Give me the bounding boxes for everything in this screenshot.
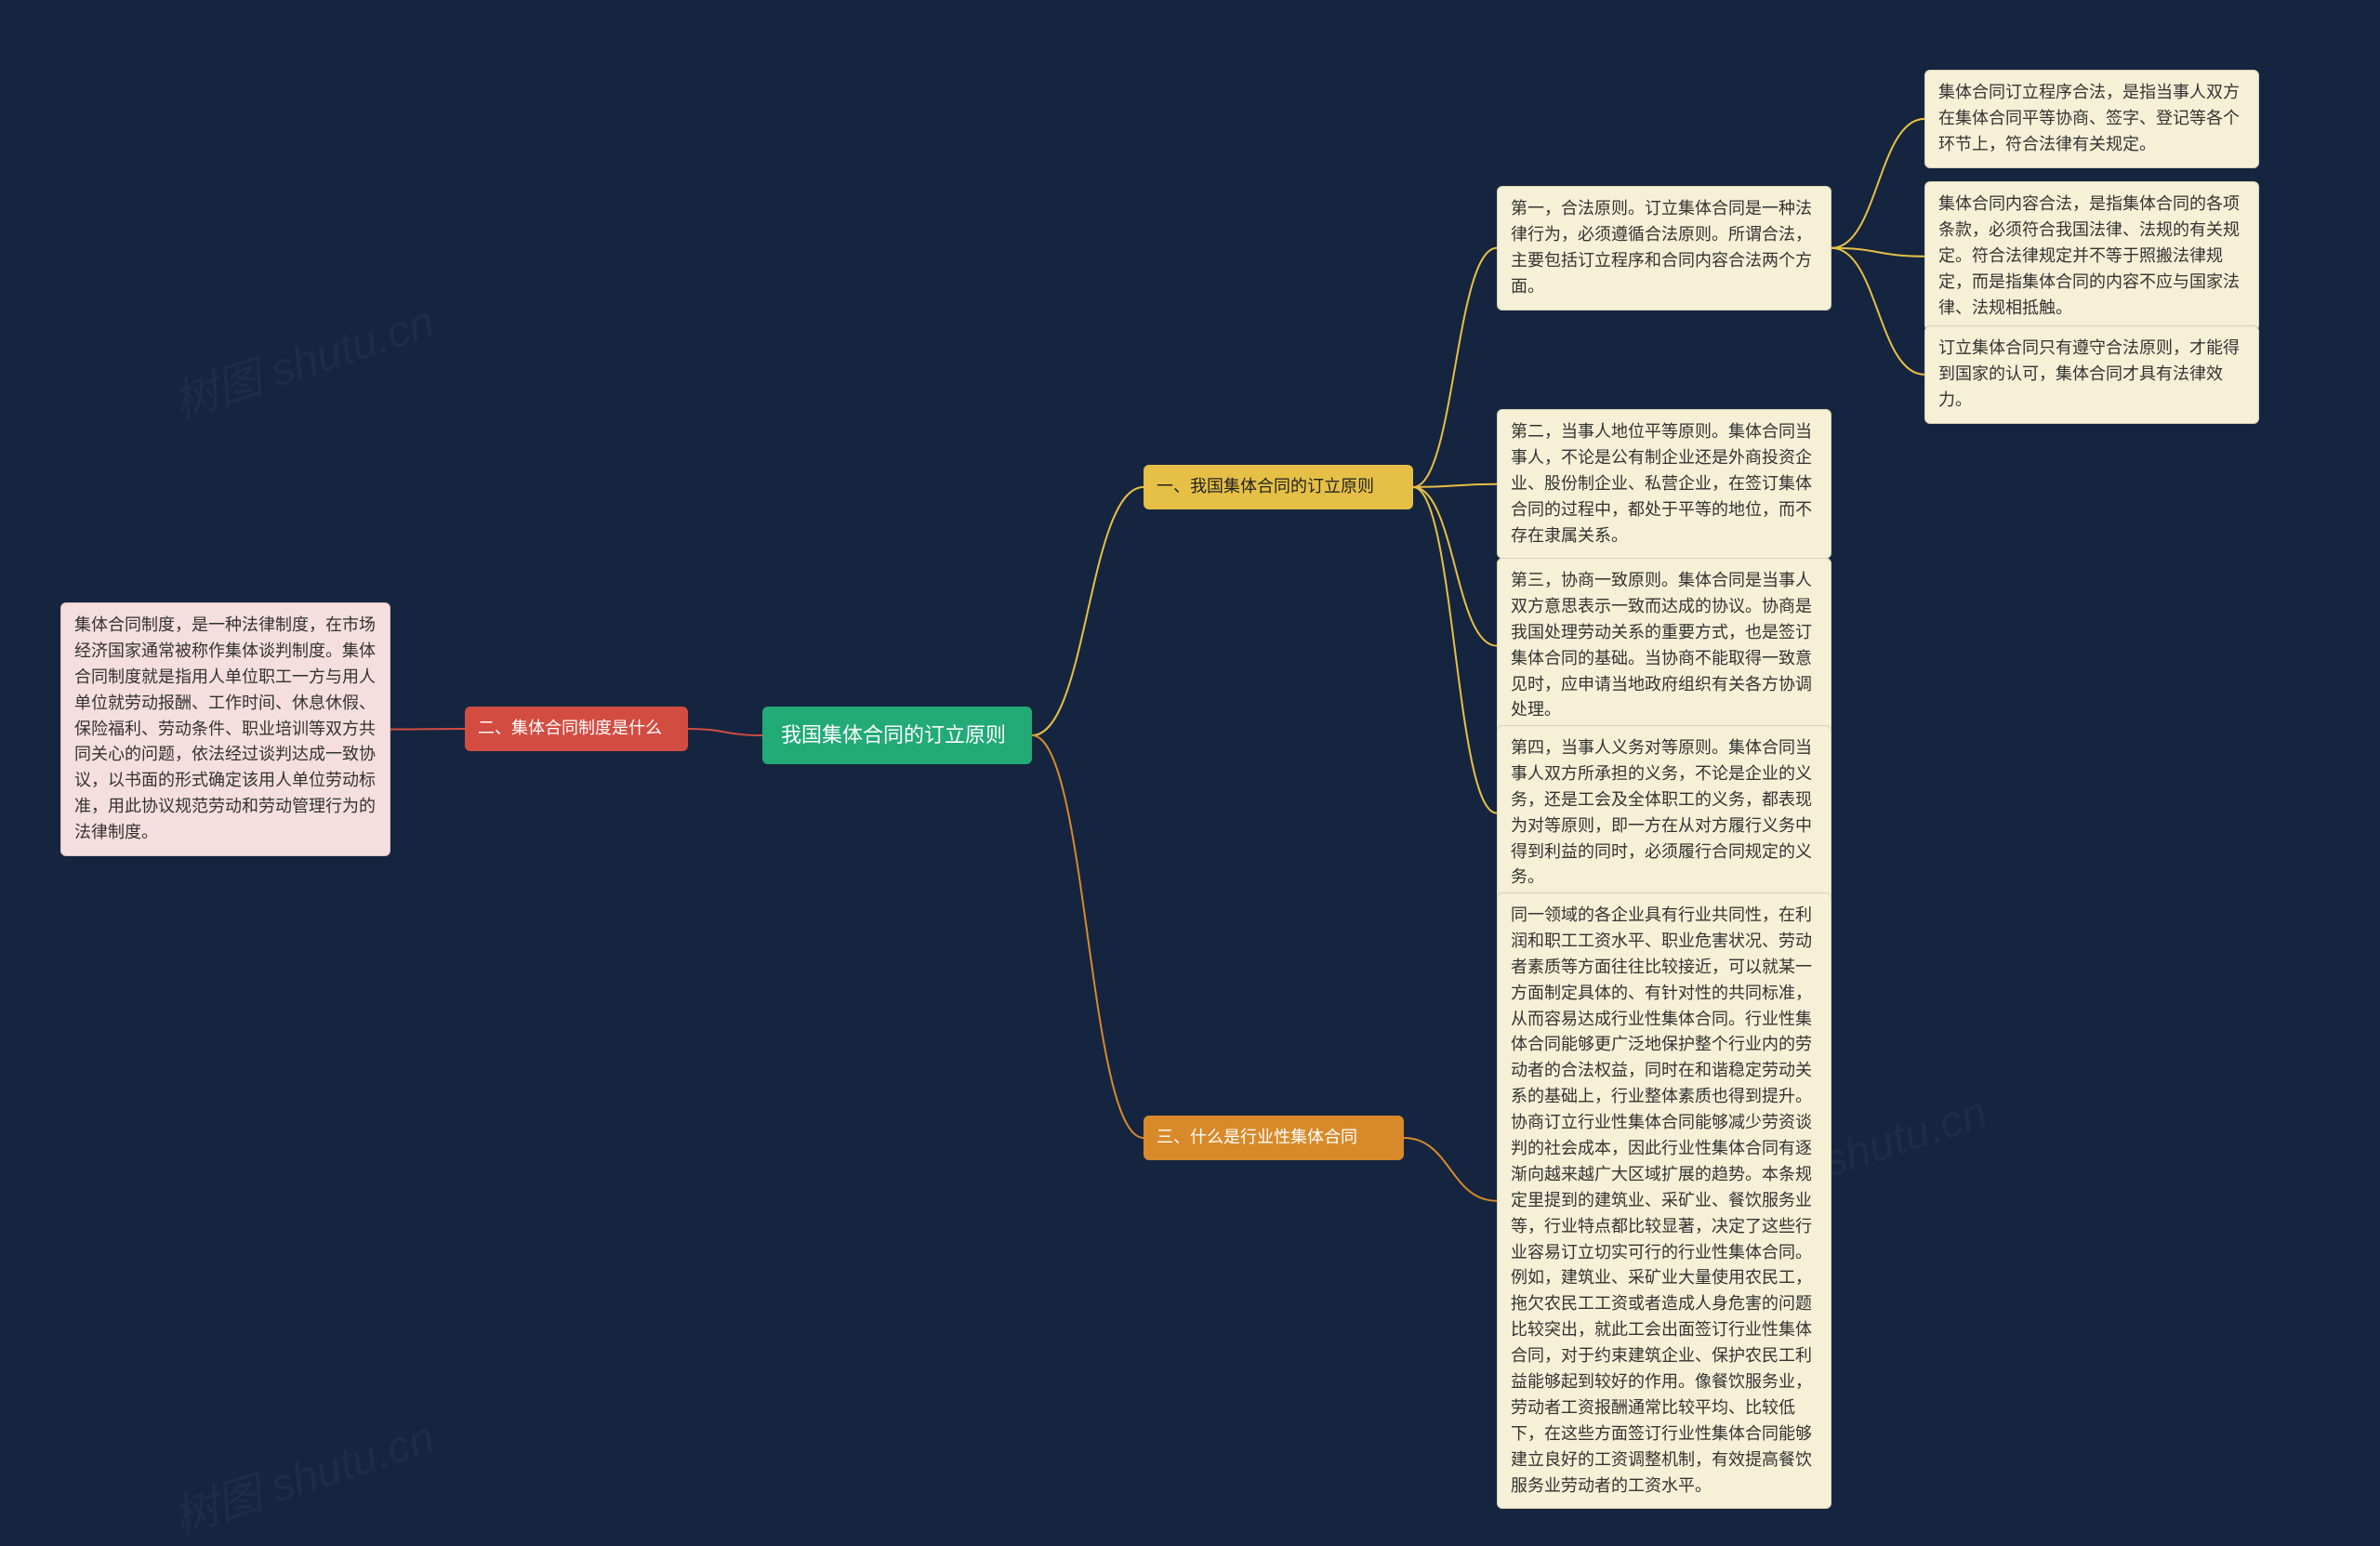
leaf-node[interactable]: 订立集体合同只有遵守合法原则，才能得到国家的认可，集体合同才具有法律效力。 — [1924, 325, 2259, 424]
watermark: 树图 shutu.cn — [164, 285, 441, 430]
leaf-node[interactable]: 第三，协商一致原则。集体合同是当事人双方意思表示一致而达成的协议。协商是我国处理… — [1497, 558, 1831, 733]
leaf-node[interactable]: 同一领域的各企业具有行业共同性，在利润和职工工资水平、职业危害状况、劳动者素质等… — [1497, 892, 1831, 1509]
leaf-node[interactable]: 集体合同订立程序合法，是指当事人双方在集体合同平等协商、签字、登记等各个环节上，… — [1924, 70, 2259, 168]
leaf-node[interactable]: 第二，当事人地位平等原则。集体合同当事人，不论是公有制企业还是外商投资企业、股份… — [1497, 409, 1831, 559]
branch-node-2[interactable]: 二、集体合同制度是什么 — [465, 707, 688, 751]
leaf-node[interactable]: 第四，当事人义务对等原则。集体合同当事人双方所承担的义务，不论是企业的义务，还是… — [1497, 725, 1831, 901]
branch-node-3[interactable]: 三、什么是行业性集体合同 — [1144, 1116, 1404, 1160]
leaf-node[interactable]: 集体合同内容合法，是指集体合同的各项条款，必须符合我国法律、法规的有关规定。符合… — [1924, 181, 2259, 331]
watermark: 树图 shutu.cn — [164, 1401, 441, 1546]
root-node[interactable]: 我国集体合同的订立原则 — [762, 707, 1032, 764]
branch-node-1[interactable]: 一、我国集体合同的订立原则 — [1144, 465, 1413, 509]
leaf-node[interactable]: 集体合同制度，是一种法律制度，在市场经济国家通常被称作集体谈判制度。集体合同制度… — [60, 602, 390, 856]
leaf-node[interactable]: 第一，合法原则。订立集体合同是一种法律行为，必须遵循合法原则。所谓合法，主要包括… — [1497, 186, 1831, 311]
